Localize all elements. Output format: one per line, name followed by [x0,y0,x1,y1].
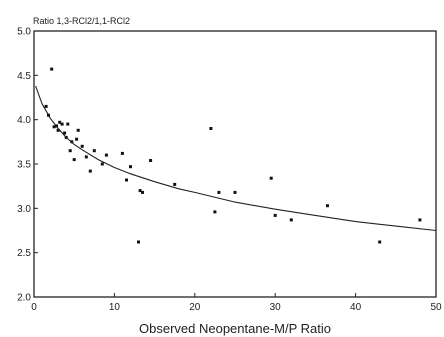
data-point [269,176,273,180]
data-point [76,128,80,132]
plot-frame [33,30,437,298]
x-axis-label: Observed Neopentane-M/P Ratio [139,321,331,336]
data-point [120,151,124,155]
data-point [273,213,277,217]
data-point [84,155,88,159]
data-point [125,178,128,182]
data-point [138,189,142,193]
data-point [88,169,92,173]
data-point [137,240,140,244]
data-point [173,182,177,186]
data-point [56,128,60,132]
x-tick-label: 40 [350,302,362,313]
data-point [213,210,217,214]
data-points [44,67,422,244]
data-point [58,120,62,124]
chart-title: Ratio 1,3-RCl2/1,1-RCl2 [33,16,130,26]
data-point [149,159,153,162]
data-point [104,153,108,157]
data-point [75,137,79,141]
data-point [55,124,58,128]
x-tick-label: 30 [270,302,282,313]
data-point [63,131,67,135]
data-point [52,125,56,129]
fit-curve [35,85,437,232]
y-tick-label: 3.0 [17,204,31,215]
y-tick-label: 5.0 [17,27,31,38]
y-tick-label: 2.0 [17,293,31,304]
data-point [44,104,48,108]
data-point [418,218,422,222]
data-point [209,127,213,130]
data-point [233,190,237,194]
data-point [70,140,74,144]
data-point [66,122,70,126]
data-point [289,218,293,222]
data-point [47,113,50,117]
data-point [141,190,144,194]
y-tick-label: 4.5 [17,71,31,82]
data-point [378,240,382,244]
data-point [68,149,72,153]
x-tick-label: 10 [109,302,121,313]
y-axis-ticks: 2.0 2.5 3.0 3.5 4.0 4.5 5.0 [17,27,38,304]
x-tick-label: 0 [31,302,37,313]
data-point [129,165,132,169]
data-point [60,122,64,126]
data-point [217,190,221,194]
data-point [72,158,76,162]
data-point [92,149,96,153]
y-tick-label: 4.0 [17,115,31,126]
data-point [64,135,68,139]
y-tick-label: 3.5 [17,160,31,171]
y-tick-label: 2.5 [17,248,31,259]
data-point [50,67,54,71]
x-tick-label: 20 [189,302,201,313]
data-point [100,162,104,166]
data-point [326,204,329,208]
x-axis-ticks: 0 10 20 30 40 50 [31,293,442,313]
x-tick-label: 50 [430,302,442,313]
data-point [80,144,84,148]
